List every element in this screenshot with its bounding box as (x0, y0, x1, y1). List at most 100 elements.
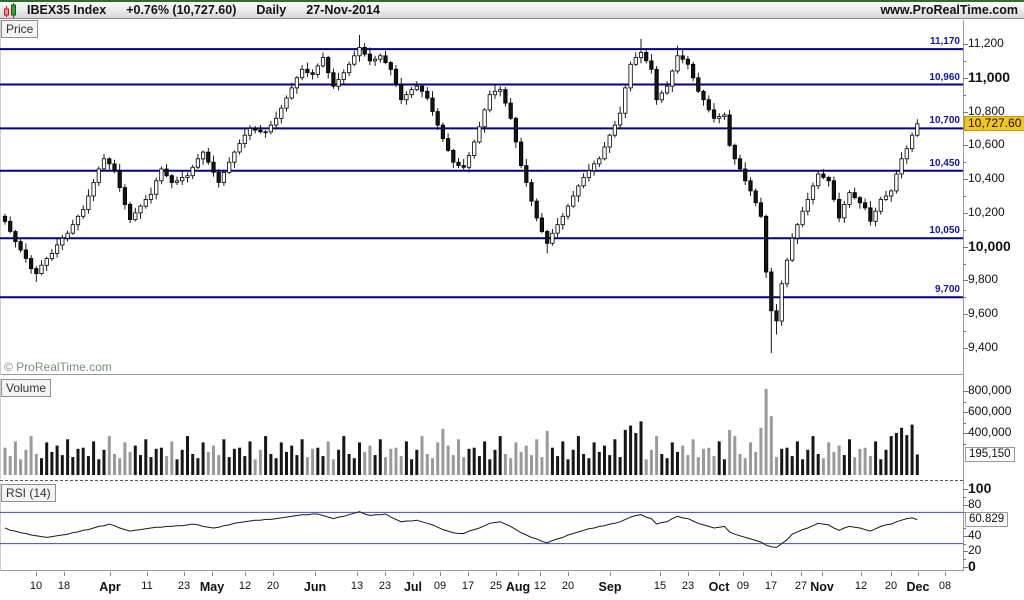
x-axis-tick (273, 572, 274, 576)
price-axis-tick (963, 348, 968, 349)
x-axis-label: Apr (99, 580, 121, 594)
price-axis-label: 9,600 (968, 306, 999, 320)
price-axis-tick (963, 213, 968, 214)
volume-axis-label: 800,000 (968, 383, 1012, 397)
x-axis-label: May (199, 580, 225, 594)
price-panel (0, 20, 963, 375)
x-axis-label: 09 (736, 580, 750, 592)
price-axis-label: 9,400 (968, 340, 999, 354)
rsi-axis-label: 100 (968, 480, 992, 496)
volume-panel-label[interactable]: Volume (1, 379, 52, 397)
x-axis-label: 20 (884, 580, 898, 592)
x-axis-label: 10 (29, 580, 43, 592)
x-axis-tick (568, 572, 569, 576)
price-axis-tick (963, 314, 968, 315)
x-axis-tick (801, 572, 802, 576)
price-axis-minor-tick (963, 196, 966, 197)
candlestick-logo-icon (4, 2, 16, 18)
price-axis-label: 10,800 (968, 104, 1005, 118)
level-label: 10,450 (929, 158, 960, 169)
volume-axis-label: 400,000 (968, 425, 1012, 439)
volume-axis-minor-tick (963, 444, 966, 445)
price-axis-label: 10,600 (968, 137, 1005, 151)
header-bar: IBEX35 Index +0.76% (10,727.60) Daily 27… (0, 0, 1024, 19)
x-axis-label: Sep (598, 580, 622, 594)
x-axis-label: 20 (561, 580, 575, 592)
price-axis-tick (963, 145, 968, 146)
rsi-axis-tick (963, 551, 968, 552)
rsi-axis-label: 80 (968, 497, 982, 511)
price-axis-minor-tick (963, 162, 966, 163)
price-axis-label: 10,400 (968, 171, 1005, 185)
last-rsi-badge: 60.829 (965, 512, 1009, 527)
price-axis-label: 9,800 (968, 272, 999, 286)
x-axis-tick (385, 572, 386, 576)
x-axis-tick (861, 572, 862, 576)
price-axis-minor-tick (963, 230, 966, 231)
x-axis-tick (413, 572, 414, 576)
chart-date: 27-Nov-2014 (306, 3, 380, 17)
x-axis-tick (771, 572, 772, 576)
rsi-panel (0, 483, 963, 571)
x-axis-tick (212, 572, 213, 576)
x-axis-tick (147, 572, 148, 576)
x-axis-label: 25 (489, 580, 503, 592)
x-axis-tick (468, 572, 469, 576)
volume-axis-tick (963, 433, 968, 434)
x-axis-tick (610, 572, 611, 576)
x-axis-label: 15 (653, 580, 667, 592)
price-axis-tick (963, 78, 968, 79)
x-axis-tick (110, 572, 111, 576)
price-axis-tick (963, 247, 968, 248)
x-axis-label: 23 (177, 580, 191, 592)
x-axis-tick (918, 572, 919, 576)
x-axis-label: Aug (505, 580, 531, 594)
x-axis-label: 12 (238, 580, 252, 592)
price-axis-label: 11,200 (968, 36, 1004, 50)
x-axis-tick (245, 572, 246, 576)
x-axis-tick (660, 572, 661, 576)
level-label: 11,170 (929, 36, 960, 47)
x-axis-tick (719, 572, 720, 576)
timeframe[interactable]: Daily (256, 3, 287, 17)
x-axis-tick (540, 572, 541, 576)
rsi-axis-minor-tick (963, 559, 966, 560)
rsi-panel-label[interactable]: RSI (14) (1, 484, 56, 502)
x-axis-tick (496, 572, 497, 576)
price-axis-label: 10,000 (968, 238, 1011, 254)
x-axis-tick (64, 572, 65, 576)
volume-axis-tick (963, 391, 968, 392)
x-axis-label: Oct (708, 580, 730, 594)
x-axis-label: 18 (57, 580, 71, 592)
x-axis-label: 09 (433, 580, 447, 592)
site-link[interactable]: www.ProRealTime.com (880, 3, 1018, 17)
rsi-axis-tick (963, 567, 968, 568)
rsi-axis-label: 0 (968, 558, 976, 574)
price-axis-label: 11,000 (968, 69, 1011, 85)
x-axis-label: Jun (303, 580, 327, 594)
x-axis-label: Jul (403, 580, 423, 594)
rsi-axis-minor-tick (963, 528, 966, 529)
x-axis-label: 13 (350, 580, 364, 592)
price-axis-label: 10,200 (968, 205, 1005, 219)
x-axis-tick (743, 572, 744, 576)
volume-panel (0, 378, 963, 479)
volume-axis-tick (963, 412, 968, 413)
x-axis-label: 12 (533, 580, 547, 592)
rsi-axis-label: 20 (968, 543, 982, 557)
x-axis-label: 17 (764, 580, 778, 592)
x-axis-label: Nov (810, 580, 834, 594)
rsi-axis-label: 40 (968, 528, 982, 542)
volume-axis-minor-tick (963, 423, 966, 424)
level-label: 10,700 (929, 115, 960, 126)
x-axis-tick (357, 572, 358, 576)
price-panel-label[interactable]: Price (1, 20, 39, 38)
watermark: © ProRealTime.com (4, 360, 112, 374)
x-axis-tick (184, 572, 185, 576)
rsi-axis-tick (963, 505, 968, 506)
x-axis-label: 20 (266, 580, 280, 592)
x-axis-tick (891, 572, 892, 576)
price-axis-minor-tick (963, 297, 966, 298)
instrument-title: IBEX35 Index (27, 3, 107, 17)
